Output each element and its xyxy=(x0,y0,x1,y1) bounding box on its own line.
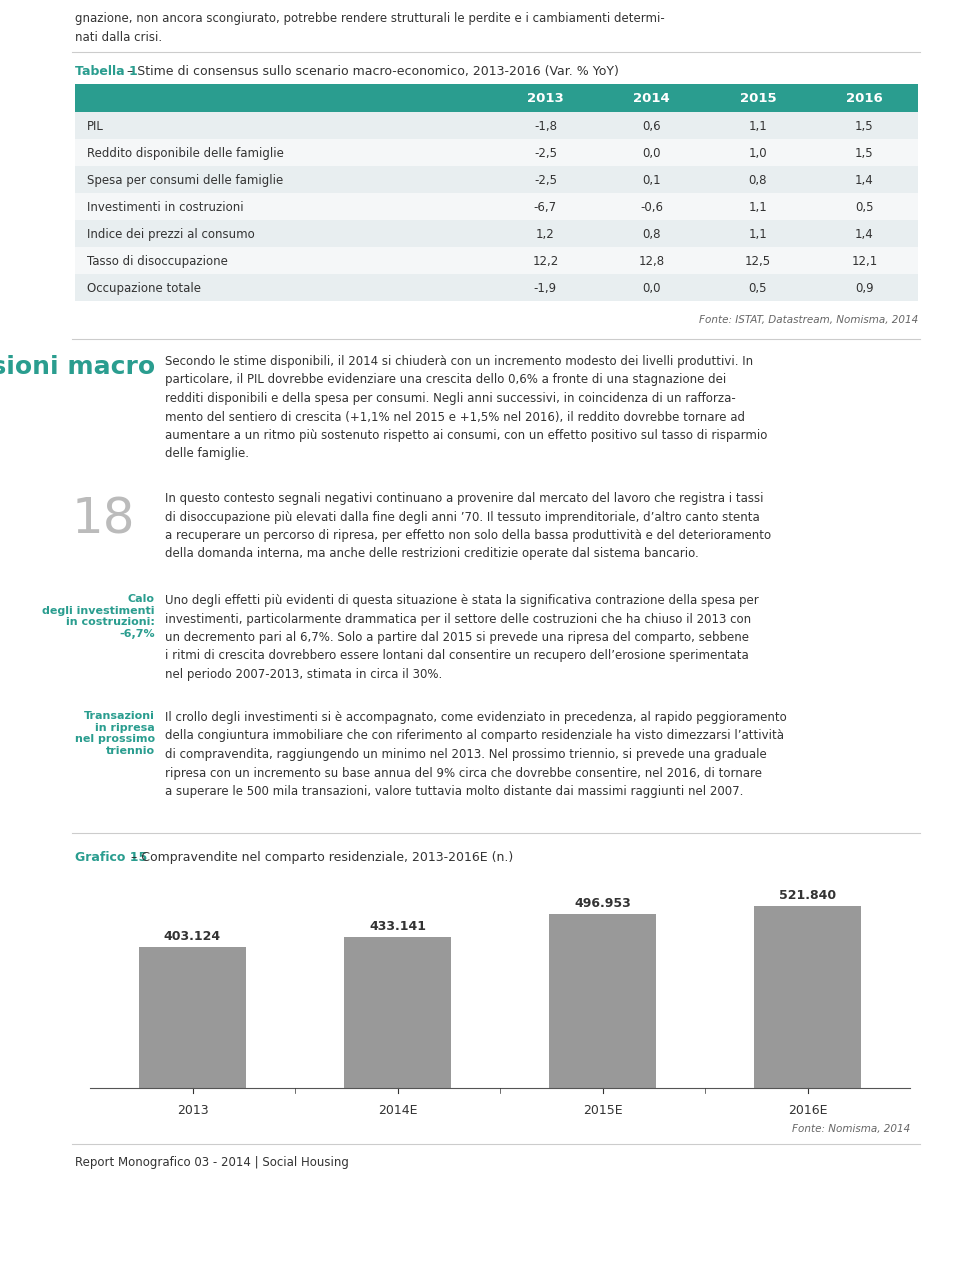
Text: -1,8: -1,8 xyxy=(534,119,557,133)
Text: 0,8: 0,8 xyxy=(642,229,660,241)
Text: 496.953: 496.953 xyxy=(574,898,631,911)
Text: 1,1: 1,1 xyxy=(749,119,767,133)
Text: 18: 18 xyxy=(72,497,135,544)
Text: 521.840: 521.840 xyxy=(779,889,836,902)
Text: 433.141: 433.141 xyxy=(369,919,426,932)
Text: 2016E: 2016E xyxy=(788,1104,828,1118)
Text: 0,8: 0,8 xyxy=(749,174,767,187)
Text: -2,5: -2,5 xyxy=(534,147,557,160)
Text: PIL: PIL xyxy=(87,119,104,133)
Text: 12,5: 12,5 xyxy=(745,255,771,268)
Bar xyxy=(139,947,246,1088)
Bar xyxy=(755,906,861,1088)
Text: Indice dei prezzi al consumo: Indice dei prezzi al consumo xyxy=(87,229,254,241)
Text: 1,2: 1,2 xyxy=(536,229,555,241)
Bar xyxy=(345,937,451,1088)
Bar xyxy=(75,84,918,112)
Bar xyxy=(75,246,918,274)
Text: -1,9: -1,9 xyxy=(534,282,557,295)
Text: 2013: 2013 xyxy=(177,1104,208,1118)
Text: Grafico 15: Grafico 15 xyxy=(75,851,147,864)
Text: 2015E: 2015E xyxy=(583,1104,622,1118)
Text: In questo contesto segnali negativi continuano a provenire dal mercato del lavor: In questo contesto segnali negativi cont… xyxy=(165,491,771,560)
Text: Report Monografico 03 - 2014 | Social Housing: Report Monografico 03 - 2014 | Social Ho… xyxy=(75,1156,348,1168)
Text: 2016: 2016 xyxy=(846,93,883,105)
Text: 0,5: 0,5 xyxy=(855,201,874,215)
Text: Reddito disponibile delle famiglie: Reddito disponibile delle famiglie xyxy=(87,147,284,160)
Text: 1,4: 1,4 xyxy=(855,174,874,187)
Text: -2,5: -2,5 xyxy=(534,174,557,187)
Text: 0,5: 0,5 xyxy=(749,282,767,295)
Text: 12,1: 12,1 xyxy=(852,255,877,268)
Text: 12,2: 12,2 xyxy=(532,255,559,268)
Text: Calo
degli investimenti
in costruzioni:
-6,7%: Calo degli investimenti in costruzioni: … xyxy=(42,594,155,639)
Text: Il crollo degli investimenti si è accompagnato, come evidenziato in precedenza, : Il crollo degli investimenti si è accomp… xyxy=(165,711,787,798)
Text: 1,4: 1,4 xyxy=(855,229,874,241)
Text: 2014E: 2014E xyxy=(377,1104,418,1118)
Text: -0,6: -0,6 xyxy=(640,201,663,215)
Text: 0,6: 0,6 xyxy=(642,119,660,133)
Text: 0,1: 0,1 xyxy=(642,174,660,187)
Bar xyxy=(75,220,918,246)
Text: 1,1: 1,1 xyxy=(749,229,767,241)
Text: 1,5: 1,5 xyxy=(855,147,874,160)
Text: Tabella 1: Tabella 1 xyxy=(75,65,137,77)
Bar xyxy=(75,193,918,220)
Text: 1,5: 1,5 xyxy=(855,119,874,133)
Text: 0,0: 0,0 xyxy=(642,282,660,295)
Text: Investimenti in costruzioni: Investimenti in costruzioni xyxy=(87,201,244,215)
Bar xyxy=(75,166,918,193)
Bar xyxy=(75,274,918,301)
Bar xyxy=(75,138,918,166)
Text: 12,8: 12,8 xyxy=(638,255,664,268)
Text: 403.124: 403.124 xyxy=(164,930,221,944)
Text: Uno degli effetti più evidenti di questa situazione è stata la significativa con: Uno degli effetti più evidenti di questa… xyxy=(165,594,758,681)
Text: Occupazione totale: Occupazione totale xyxy=(87,282,201,295)
Text: 2013: 2013 xyxy=(527,93,564,105)
Text: Previsioni macro: Previsioni macro xyxy=(0,356,155,378)
Text: Tasso di disoccupazione: Tasso di disoccupazione xyxy=(87,255,228,268)
Text: – Stime di consensus sullo scenario macro-economico, 2013-2016 (Var. % YoY): – Stime di consensus sullo scenario macr… xyxy=(123,65,619,77)
Bar xyxy=(75,112,918,138)
Text: Transazioni
in ripresa
nel prossimo
triennio: Transazioni in ripresa nel prossimo trie… xyxy=(75,711,155,756)
Text: Fonte: ISTAT, Datastream, Nomisma, 2014: Fonte: ISTAT, Datastream, Nomisma, 2014 xyxy=(699,315,918,325)
Text: – Compravendite nel comparto residenziale, 2013-2016E (n.): – Compravendite nel comparto residenzial… xyxy=(127,851,514,864)
Text: 2015: 2015 xyxy=(739,93,776,105)
Bar xyxy=(549,914,656,1088)
Text: Fonte: Nomisma, 2014: Fonte: Nomisma, 2014 xyxy=(792,1124,910,1134)
Text: 0,9: 0,9 xyxy=(855,282,874,295)
Text: -6,7: -6,7 xyxy=(534,201,557,215)
Text: 1,1: 1,1 xyxy=(749,201,767,215)
Text: 0,0: 0,0 xyxy=(642,147,660,160)
Text: Secondo le stime disponibili, il 2014 si chiuderà con un incremento modesto dei : Secondo le stime disponibili, il 2014 si… xyxy=(165,356,767,461)
Text: Spesa per consumi delle famiglie: Spesa per consumi delle famiglie xyxy=(87,174,283,187)
Text: gnazione, non ancora scongiurato, potrebbe rendere strutturali le perdite e i ca: gnazione, non ancora scongiurato, potreb… xyxy=(75,11,664,44)
Text: 2014: 2014 xyxy=(634,93,670,105)
Text: 1,0: 1,0 xyxy=(749,147,767,160)
